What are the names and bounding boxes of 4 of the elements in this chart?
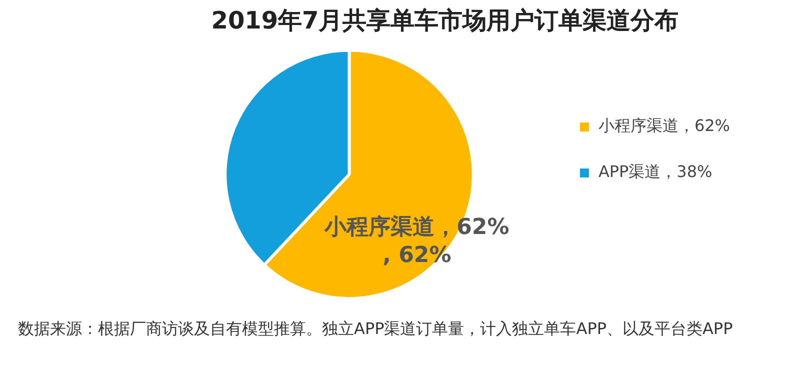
source-note: 数据来源：根据厂商访谈及自有模型推算。独立APP渠道订单量，计入独立单车APP、以及平台类APP [18, 318, 734, 340]
legend-label: 小程序渠道，62% [598, 116, 730, 136]
chart-title: 2019年7月共享单车市场用户订单渠道分布 [211, 6, 679, 35]
legend-label: APP渠道，38% [598, 162, 712, 182]
